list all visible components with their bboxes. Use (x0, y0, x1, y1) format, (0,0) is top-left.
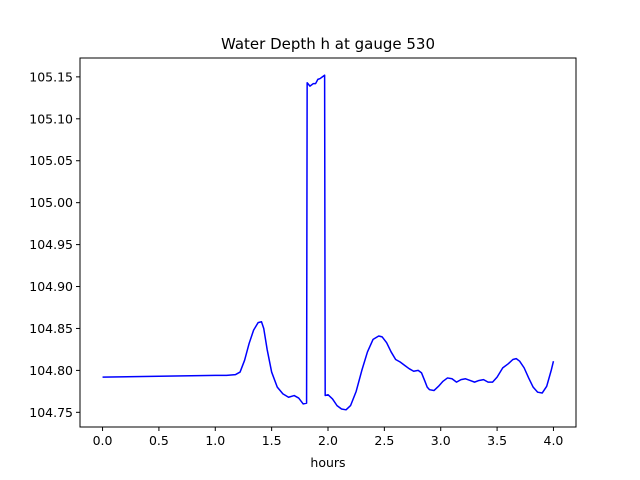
x-tick-label: 0.0 (93, 433, 113, 448)
x-tick-label: 1.5 (262, 433, 282, 448)
plot-area (79, 57, 577, 428)
y-tick-label: 105.10 (29, 111, 73, 126)
x-axis: 0.0 0.5 1.0 1.5 2.0 2.5 3.0 3.5 4.0 (93, 427, 564, 448)
x-tick-label: 1.0 (205, 433, 225, 448)
x-tick-label: 3.5 (487, 433, 507, 448)
series-line-0 (102, 74, 555, 411)
x-tick-label: 0.5 (149, 433, 169, 448)
x-tick-label: 3.0 (431, 433, 451, 448)
y-tick-label: 105.00 (29, 195, 73, 210)
y-tick-label: 104.90 (29, 279, 73, 294)
y-tick-label: 104.85 (29, 321, 73, 336)
x-axis-label: hours (310, 455, 345, 470)
y-axis: 104.75 104.80 104.85 104.90 104.95 105.00 105.… (29, 69, 80, 420)
y-tick-label: 104.95 (29, 237, 73, 252)
y-tick-label: 105.15 (29, 69, 73, 84)
x-tick-label: 2.0 (318, 433, 338, 448)
y-tick-label: 105.05 (29, 153, 73, 168)
y-tick-label: 104.80 (29, 363, 73, 378)
y-tick-label: 104.75 (29, 405, 73, 420)
chart-title: Water Depth h at gauge 530 (221, 35, 435, 53)
series-layer (102, 74, 555, 411)
axes-frame (79, 57, 577, 428)
x-tick-label: 4.0 (544, 433, 564, 448)
x-tick-label: 2.5 (374, 433, 394, 448)
